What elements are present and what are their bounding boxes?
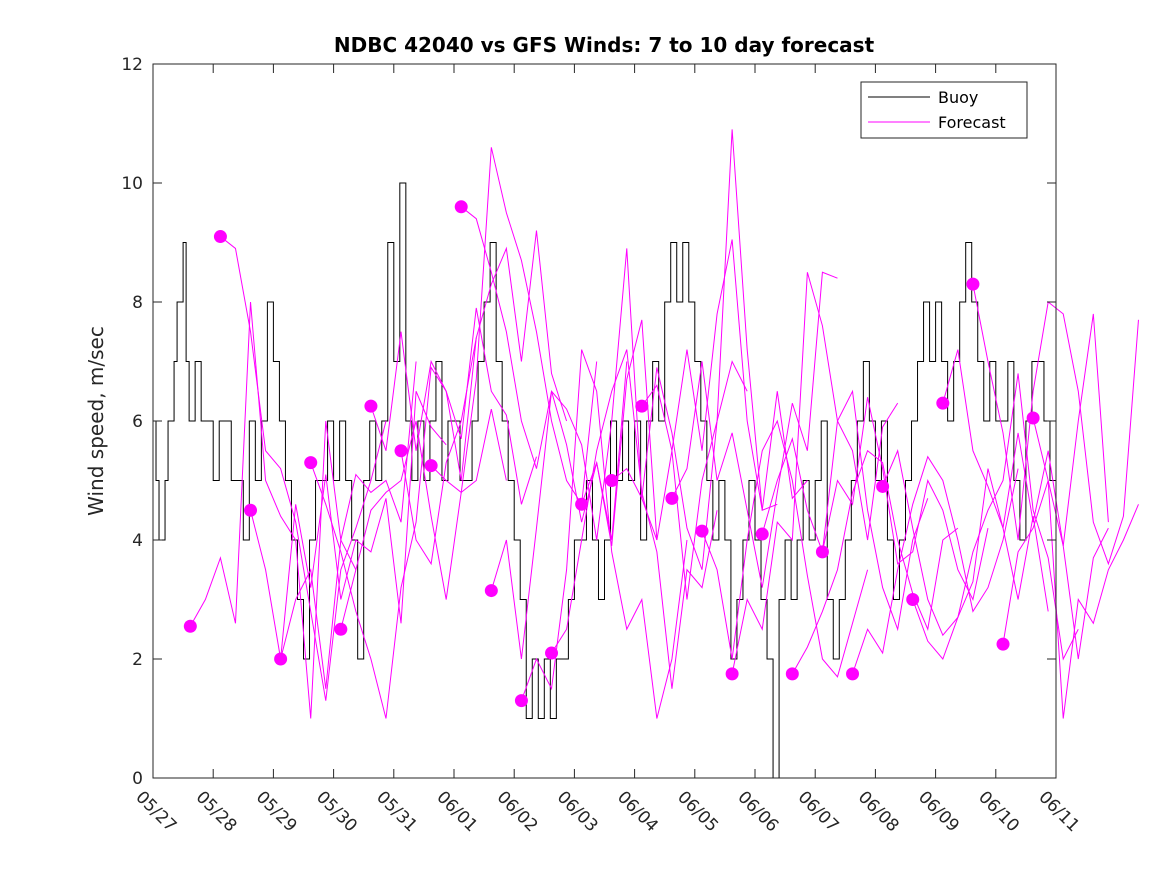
- forecast-line: [912, 373, 1079, 661]
- y-tick-label: 4: [132, 531, 143, 551]
- forecast-start-marker: [815, 545, 829, 559]
- forecast-line: [310, 337, 477, 719]
- forecast-start-marker: [755, 527, 769, 541]
- forecast-line: [852, 455, 1019, 675]
- forecast-start-marker: [484, 584, 498, 598]
- forecast-start-marker: [725, 667, 739, 681]
- forecast-line: [370, 307, 537, 505]
- forecast-line: [581, 319, 748, 600]
- y-tick-label: 6: [132, 412, 143, 432]
- x-tick-label: 06/09: [914, 787, 963, 836]
- x-tick-label: 05/27: [131, 787, 180, 836]
- forecast-line: [340, 408, 507, 630]
- forecast-start-marker: [213, 230, 227, 244]
- forecast-line: [882, 449, 1049, 637]
- forecast-start-marker: [334, 622, 348, 636]
- x-tick-label: 06/06: [733, 787, 782, 836]
- forecast-start-marker: [424, 459, 438, 473]
- forecast-series: [189, 129, 1139, 719]
- legend-forecast-label: Forecast: [938, 113, 1006, 132]
- y-tick-label: 10: [121, 174, 143, 194]
- x-tick-label: 05/29: [252, 787, 301, 836]
- forecast-start-marker: [785, 667, 799, 681]
- legend-box: [860, 81, 1028, 139]
- forecast-line: [220, 236, 387, 701]
- forecast-start-marker: [876, 479, 890, 493]
- forecast-line: [1002, 480, 1139, 719]
- x-tick-label: 06/10: [974, 787, 1023, 836]
- forecast-start-marker: [575, 497, 589, 511]
- x-tick-label: 06/03: [553, 787, 602, 836]
- forecast-start-marker: [695, 524, 709, 538]
- y-tick-label: 12: [121, 55, 143, 75]
- x-tick-label: 06/01: [432, 787, 481, 836]
- forecast-line: [400, 230, 568, 566]
- forecast-line: [761, 389, 929, 632]
- forecast-start-markers: [183, 200, 1040, 708]
- forecast-start-marker: [454, 200, 468, 214]
- forecast-line: [520, 349, 688, 719]
- forecast-start-marker: [906, 593, 920, 606]
- chart-title: NDBC 42040 vs GFS Winds: 7 to 10 day for…: [334, 33, 875, 57]
- legend-buoy-label: Buoy: [938, 88, 978, 107]
- forecast-start-marker: [364, 399, 378, 413]
- forecast-line: [430, 147, 598, 506]
- forecast-line: [821, 397, 989, 601]
- forecast-line: [490, 248, 658, 660]
- forecast-line: [280, 391, 447, 660]
- forecast-start-marker: [1026, 411, 1040, 425]
- x-tick-label: 05/31: [372, 787, 421, 836]
- x-tick-label: 06/11: [1034, 787, 1083, 836]
- forecast-start-marker: [996, 637, 1010, 651]
- forecast-start-marker: [846, 667, 860, 681]
- forecast-start-marker: [304, 456, 318, 470]
- y-axis: 0 2 4 6 8 10 12: [121, 55, 1056, 789]
- forecast-start-marker: [605, 474, 619, 487]
- x-tick-label: 05/30: [312, 787, 361, 836]
- y-tick-label: 2: [132, 650, 143, 670]
- x-tick-label: 06/08: [854, 787, 903, 836]
- forecast-line: [942, 349, 1109, 660]
- x-tick-label: 06/05: [673, 787, 722, 836]
- forecast-start-marker: [936, 396, 950, 410]
- y-axis-label: Wind speed, m/sec: [84, 326, 108, 516]
- forecast-line: [189, 301, 357, 719]
- forecast-start-marker: [244, 503, 258, 517]
- forecast-start-marker: [665, 491, 679, 505]
- forecast-start-marker: [394, 444, 408, 458]
- forecast-line: [250, 361, 417, 689]
- forecast-line: [641, 239, 808, 511]
- x-tick-label: 06/02: [493, 787, 542, 836]
- forecast-line: [671, 271, 838, 588]
- forecast-start-marker: [183, 619, 197, 633]
- forecast-start-marker: [966, 277, 980, 291]
- x-tick-label: 06/07: [794, 787, 843, 836]
- forecast-line: [1032, 313, 1109, 547]
- forecast-line: [791, 449, 959, 675]
- legend: Buoy Forecast: [860, 81, 1028, 139]
- forecast-start-marker: [545, 646, 559, 660]
- forecast-line: [611, 129, 778, 570]
- forecast-start-marker: [514, 694, 528, 708]
- x-tick-label: 06/04: [613, 787, 662, 836]
- forecast-line: [551, 349, 718, 689]
- forecast-start-marker: [274, 652, 288, 666]
- y-tick-label: 8: [132, 293, 143, 313]
- forecast-start-marker: [635, 399, 649, 413]
- x-tick-label: 05/28: [192, 787, 241, 836]
- forecast-line: [701, 419, 869, 678]
- y-tick-label: 0: [132, 769, 143, 789]
